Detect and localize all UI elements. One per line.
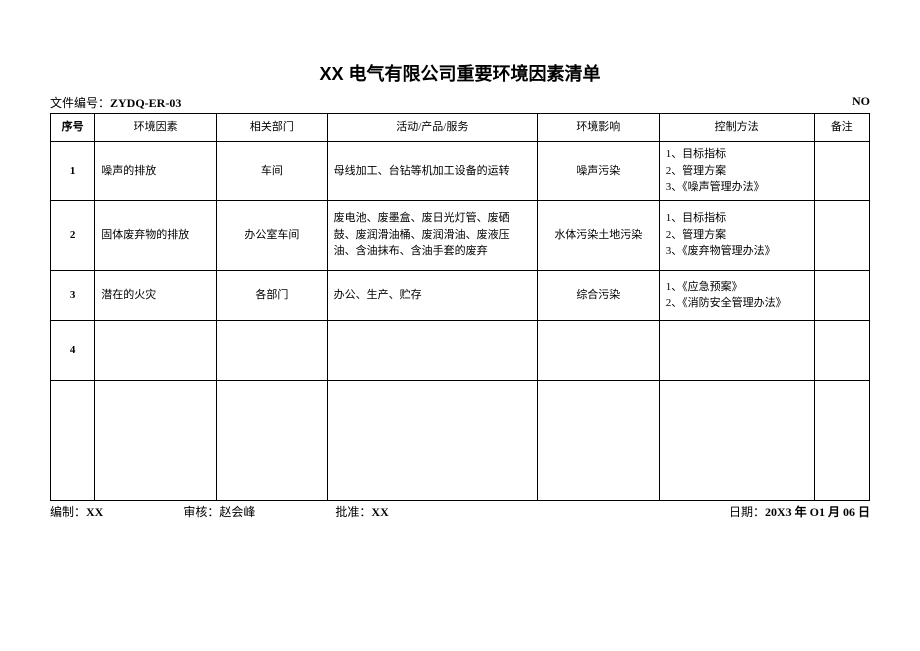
th-impact: 环境影响 (537, 114, 659, 142)
cell-blank (95, 380, 217, 500)
reviewed-label: 审核： (183, 505, 219, 519)
meta-row: 文件编号：ZYDQ-ER-03 NO (50, 94, 870, 111)
cell-dept: 车间 (217, 142, 328, 201)
cell-remark (814, 142, 869, 201)
page-title: XX 电气有限公司重要环境因素清单 (50, 60, 870, 86)
prepared-value: XX (86, 505, 103, 519)
th-seq: 序号 (51, 114, 95, 142)
cell-control: 1、目标指标2、管理方案3、《噪声管理办法》 (659, 142, 814, 201)
cell-remark (814, 200, 869, 270)
doc-no-label: 文件编号： (50, 96, 110, 110)
doc-number: 文件编号：ZYDQ-ER-03 (50, 94, 181, 111)
doc-no-value: ZYDQ-ER-03 (110, 96, 181, 110)
cell-seq: 3 (51, 270, 95, 320)
cell-factor: 固体废弃物的排放 (95, 200, 217, 270)
env-factors-table: 序号 环境因素 相关部门 活动/产品/服务 环境影响 控制方法 备注 1 噪声的… (50, 113, 870, 501)
table-row: 1 噪声的排放 车间 母线加工、台钻等机加工设备的运转 噪声污染 1、目标指标2… (51, 142, 870, 201)
cell-blank (51, 380, 95, 500)
th-dept: 相关部门 (217, 114, 328, 142)
table-header-row: 序号 环境因素 相关部门 活动/产品/服务 环境影响 控制方法 备注 (51, 114, 870, 142)
prepared-label: 编制： (50, 505, 86, 519)
cell-dept: 各部门 (217, 270, 328, 320)
cell-seq: 2 (51, 200, 95, 270)
cell-activity: 母线加工、台钻等机加工设备的运转 (327, 142, 537, 201)
page-no-label: NO (852, 94, 870, 111)
cell-dept (217, 320, 328, 380)
cell-factor: 噪声的排放 (95, 142, 217, 201)
cell-impact: 水体污染土地污染 (537, 200, 659, 270)
cell-remark (814, 270, 869, 320)
footer-approved: 批准：XX (335, 503, 388, 520)
approved-value: XX (371, 505, 388, 519)
cell-control: 1、目标指标2、管理方案3、《废弃物管理办法》 (659, 200, 814, 270)
cell-factor: 潜在的火灾 (95, 270, 217, 320)
cell-control (659, 320, 814, 380)
cell-impact: 综合污染 (537, 270, 659, 320)
cell-impact (537, 320, 659, 380)
cell-dept: 办公室车间 (217, 200, 328, 270)
cell-blank (327, 380, 537, 500)
table-row: 2 固体废弃物的排放 办公室车间 废电池、废墨盒、废日光灯管、废硒鼓、废润滑油桶… (51, 200, 870, 270)
footer-date: 日期：20X3 年 O1 月 06 日 (729, 503, 870, 520)
cell-activity: 废电池、废墨盒、废日光灯管、废硒鼓、废润滑油桶、废润滑油、废液压油、含油抹布、含… (327, 200, 537, 270)
th-activity: 活动/产品/服务 (327, 114, 537, 142)
table-row: 3 潜在的火灾 各部门 办公、生产、贮存 综合污染 1、《应急预案》2、《消防安… (51, 270, 870, 320)
date-label: 日期： (729, 505, 765, 519)
approved-label: 批准： (335, 505, 371, 519)
cell-factor (95, 320, 217, 380)
cell-blank (217, 380, 328, 500)
cell-remark (814, 320, 869, 380)
cell-blank (814, 380, 869, 500)
date-value: 20X3 年 O1 月 06 日 (765, 505, 870, 519)
footer-row: 编制：XX 审核：赵会峰 批准：XX 日期：20X3 年 O1 月 06 日 (50, 503, 870, 520)
cell-seq: 1 (51, 142, 95, 201)
table-row-blank (51, 380, 870, 500)
cell-impact: 噪声污染 (537, 142, 659, 201)
cell-blank (537, 380, 659, 500)
footer-prepared: 编制：XX (50, 503, 103, 520)
cell-blank (659, 380, 814, 500)
th-remark: 备注 (814, 114, 869, 142)
cell-activity (327, 320, 537, 380)
cell-seq: 4 (51, 320, 95, 380)
cell-activity: 办公、生产、贮存 (327, 270, 537, 320)
table-row: 4 (51, 320, 870, 380)
th-factor: 环境因素 (95, 114, 217, 142)
reviewed-value: 赵会峰 (219, 505, 255, 519)
footer-reviewed: 审核：赵会峰 (183, 503, 255, 520)
th-control: 控制方法 (659, 114, 814, 142)
cell-control: 1、《应急预案》2、《消防安全管理办法》 (659, 270, 814, 320)
